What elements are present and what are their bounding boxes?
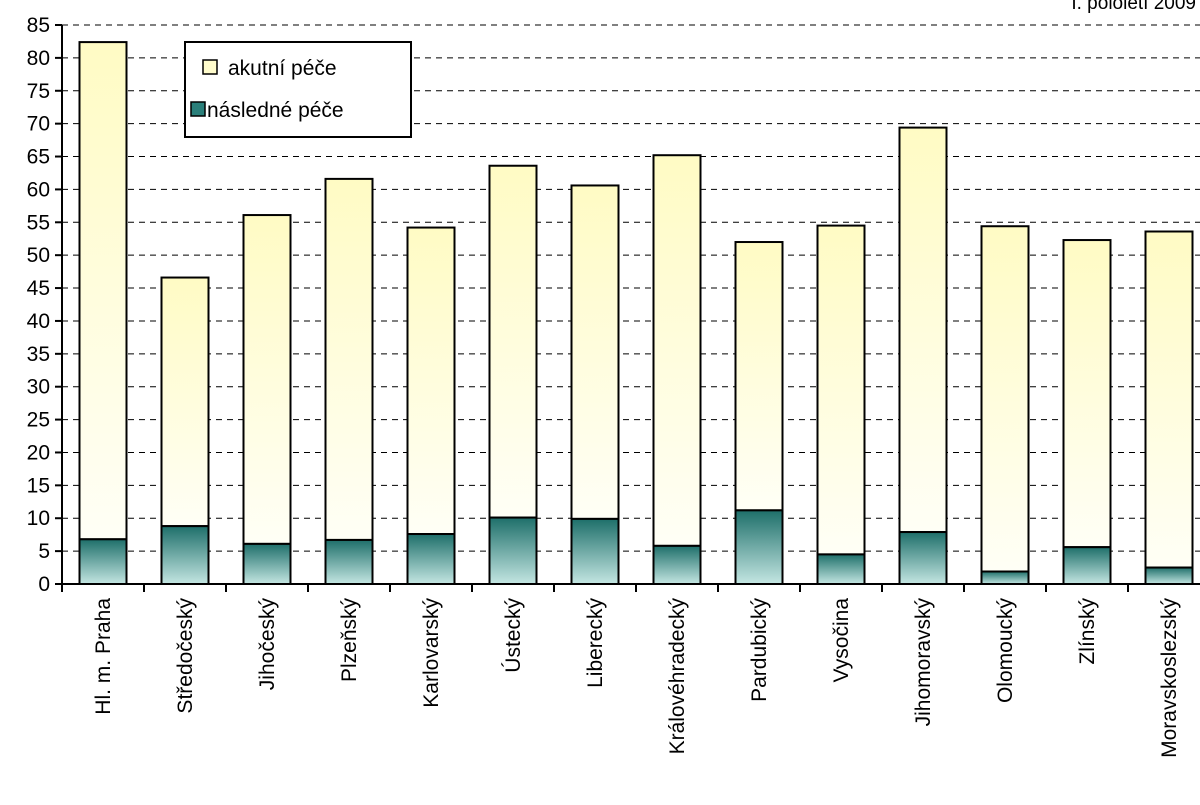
bar-akutni-pece bbox=[980, 225, 1030, 573]
y-tick-label: 55 bbox=[27, 211, 50, 234]
axes: 0 5 10 15 20 25 30 35 40 45 50 55 60 65 70 75 80 85 Hl. m.… bbox=[27, 14, 1200, 758]
bar-nasledne-pece bbox=[570, 517, 620, 585]
bar-nasledne-pece bbox=[78, 538, 128, 586]
bar-akutni-pece bbox=[734, 241, 784, 512]
bar-akutni-pece bbox=[652, 154, 702, 547]
x-tick-label: Pardubický bbox=[748, 598, 771, 702]
x-tick-label: Olomoucký bbox=[994, 598, 1017, 704]
bar-nasledne-pece bbox=[1144, 566, 1194, 586]
x-tick-label: Moravskoslezský bbox=[1158, 598, 1181, 758]
y-tick-label: 60 bbox=[27, 178, 50, 201]
y-tick-label: 50 bbox=[27, 244, 50, 267]
y-tick-label: 80 bbox=[27, 47, 50, 70]
x-tick-label: Hl. m. Praha bbox=[92, 598, 115, 715]
y-tick-label: 20 bbox=[27, 441, 50, 464]
y-tick-label: 30 bbox=[27, 376, 50, 399]
x-tick-label: Královéhradecký bbox=[666, 598, 689, 755]
bar-nasledne-pece bbox=[324, 538, 374, 585]
legend-frame bbox=[184, 41, 412, 138]
bar-akutni-pece bbox=[160, 276, 210, 528]
bars bbox=[78, 41, 1194, 586]
bar-nasledne-pece bbox=[816, 553, 866, 586]
y-tick-label: 75 bbox=[27, 80, 50, 103]
y-tick-label: 10 bbox=[27, 507, 50, 530]
bar-akutni-pece bbox=[488, 164, 538, 519]
y-tick-label: 70 bbox=[27, 113, 50, 136]
x-tick-label: Ústecký bbox=[502, 598, 525, 673]
bar-akutni-pece bbox=[406, 226, 456, 536]
y-tick-label: 25 bbox=[27, 409, 50, 432]
bar-nasledne-pece bbox=[898, 531, 948, 586]
bar-akutni-pece bbox=[898, 126, 948, 534]
legend-swatch-akutni-pece bbox=[202, 59, 218, 75]
legend-label-akutni-pece: akutní péče bbox=[228, 57, 337, 80]
x-tick-label: Zlínský bbox=[1076, 598, 1099, 665]
chart-subtitle: I. pololetí 2009 bbox=[1071, 0, 1196, 14]
legend: akutní péče následné péče bbox=[184, 41, 412, 138]
bar-nasledne-pece bbox=[980, 570, 1030, 585]
bar-nasledne-pece bbox=[1062, 546, 1112, 585]
legend-swatch-nasledne-pece bbox=[190, 101, 206, 117]
x-tick-label: Jihočeský bbox=[256, 598, 279, 691]
x-tick-label: Plzeňský bbox=[338, 598, 361, 683]
bar-akutni-pece bbox=[816, 224, 866, 556]
bar-nasledne-pece bbox=[652, 544, 702, 585]
y-tick-label: 35 bbox=[27, 343, 50, 366]
y-tick-label: 0 bbox=[38, 573, 50, 596]
legend-label-nasledne-pece: následné péče bbox=[207, 99, 344, 122]
y-tick-label: 40 bbox=[27, 310, 50, 333]
y-tick-label: 45 bbox=[27, 277, 50, 300]
x-tick-label: Liberecký bbox=[584, 598, 607, 688]
y-tick-label: 65 bbox=[27, 146, 50, 169]
x-tick-label: Karlovarský bbox=[420, 598, 443, 708]
bar-nasledne-pece bbox=[160, 525, 210, 586]
bar-akutni-pece bbox=[570, 184, 620, 520]
bar-akutni-pece bbox=[324, 177, 374, 541]
y-tick-label: 15 bbox=[27, 474, 50, 497]
bar-akutni-pece bbox=[242, 214, 292, 545]
bar-nasledne-pece bbox=[406, 533, 456, 585]
x-tick-label: Středočeský bbox=[174, 598, 197, 714]
bar-akutni-pece bbox=[78, 41, 128, 541]
bar-akutni-pece bbox=[1144, 230, 1194, 569]
x-tick-label: Vysočina bbox=[830, 598, 853, 683]
bar-akutni-pece bbox=[1062, 239, 1112, 549]
bar-nasledne-pece bbox=[242, 542, 292, 586]
bar-nasledne-pece bbox=[734, 509, 784, 586]
x-tick-label: Jihomoravský bbox=[912, 598, 935, 727]
y-tick-label: 85 bbox=[27, 14, 50, 37]
y-tick-label: 5 bbox=[38, 540, 50, 563]
bar-nasledne-pece bbox=[488, 516, 538, 585]
